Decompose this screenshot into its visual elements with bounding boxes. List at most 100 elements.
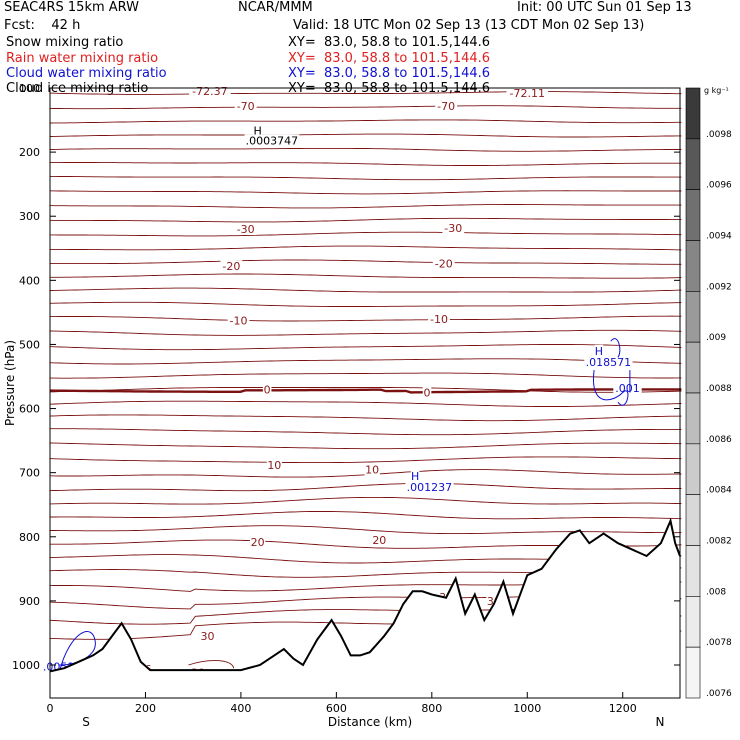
field-cloudwater-name: Cloud water mixing ratio bbox=[6, 66, 167, 81]
contour-label-bg bbox=[234, 223, 257, 236]
contour-label: H bbox=[411, 470, 419, 483]
colorbar-label: .0082 bbox=[706, 537, 732, 547]
contour-label: -10 bbox=[230, 315, 248, 328]
contour-label: -70 bbox=[437, 100, 455, 113]
colorbar-segment bbox=[685, 87, 701, 140]
isotherm-line bbox=[49, 387, 682, 393]
contour-label: -72.37 bbox=[192, 85, 227, 98]
contour-label-bg bbox=[428, 312, 450, 325]
isotherm-line bbox=[49, 147, 682, 152]
x-tick-label: 1000 bbox=[513, 702, 541, 715]
contour-label: 10 bbox=[365, 463, 379, 476]
model-title: SEAC4RS 15km ARW bbox=[4, 0, 140, 15]
contour-label: .0003747 bbox=[246, 135, 299, 148]
cloud-water-contour bbox=[593, 338, 631, 406]
y-tick-label: 1000 bbox=[12, 659, 40, 672]
contour-label: -20 bbox=[435, 258, 453, 271]
x-axis-label: Distance (km) bbox=[328, 715, 412, 729]
isotherm-line bbox=[49, 133, 682, 138]
field-snow-name: Snow mixing ratio bbox=[6, 35, 124, 50]
init-time: Init: 00 UTC Sun 01 Sep 13 bbox=[517, 0, 692, 15]
field-rain-name: Rain water mixing ratio bbox=[6, 51, 159, 66]
colorbar-unit: g kg⁻¹ bbox=[704, 86, 729, 95]
colorbar-segment bbox=[685, 545, 701, 597]
isotherm-line bbox=[49, 358, 682, 365]
x-tick-label: 1200 bbox=[609, 702, 637, 715]
contour-label: -20 bbox=[222, 260, 240, 273]
contour-label-bg bbox=[594, 344, 604, 357]
isotherm-line bbox=[49, 329, 682, 336]
isotherm-line bbox=[49, 414, 682, 422]
plot-border bbox=[49, 87, 681, 699]
contour-label-bg bbox=[371, 533, 387, 546]
isotherm-line bbox=[49, 344, 682, 351]
terrain-line bbox=[49, 517, 681, 673]
contour-label-bg bbox=[253, 124, 262, 137]
y-tick-label: 900 bbox=[19, 595, 40, 608]
isotherm-line bbox=[49, 400, 682, 407]
terrain-layer bbox=[49, 517, 681, 698]
contour-label-bg bbox=[405, 480, 454, 493]
isotherm-line bbox=[49, 301, 682, 307]
contour-label: .018571 bbox=[586, 356, 632, 369]
colorbar-segment bbox=[685, 189, 701, 241]
y-axis-label: Pressure (hPa) bbox=[3, 340, 17, 426]
isotherm-line bbox=[49, 496, 682, 505]
contour-label-bg bbox=[364, 463, 380, 476]
isotherm-line bbox=[50, 259, 682, 265]
y-tick-label: 100 bbox=[19, 82, 40, 95]
terrain-fill bbox=[50, 520, 680, 698]
contour-label-bg bbox=[250, 535, 266, 548]
colorbar-segment bbox=[685, 596, 701, 648]
field-cloudwater-xy: XY= 83.0, 58.8 to 101.5,144.6 bbox=[288, 66, 491, 81]
valid-time: Valid: 18 UTC Mon 02 Sep 13 (13 CDT Mon … bbox=[293, 18, 645, 33]
isotherm-line bbox=[50, 231, 682, 237]
isotherm-line bbox=[49, 204, 682, 209]
contour-label: 10 bbox=[267, 459, 281, 472]
y-tick-label: 500 bbox=[19, 338, 40, 351]
contour-label: .001 bbox=[615, 382, 640, 395]
contour-label-bg bbox=[613, 382, 642, 395]
contour-label: 20 bbox=[372, 534, 386, 547]
colorbar: .0098 .0096 .0094 .0092 .009 .0088 .0086 .0084.… bbox=[685, 86, 732, 699]
contour-label-bg bbox=[227, 314, 250, 327]
isotherm-line bbox=[49, 105, 682, 110]
colorbar-segment bbox=[685, 646, 701, 699]
contour-label: 0 bbox=[424, 387, 431, 400]
isotherm-line bbox=[50, 175, 682, 181]
y-tick-label: 400 bbox=[19, 274, 40, 287]
contour-label: -72.11 bbox=[510, 87, 545, 100]
colorbar-segment bbox=[685, 341, 701, 394]
colorbar-segment bbox=[685, 443, 701, 495]
isotherm-line bbox=[49, 482, 682, 492]
isotherm-line bbox=[50, 372, 682, 379]
y-tick-label: 600 bbox=[19, 403, 40, 416]
contour-label: -30 bbox=[237, 223, 255, 236]
colorbar-label: .0094 bbox=[706, 232, 732, 242]
isotherm-line bbox=[50, 525, 682, 535]
colorbar-label: .008 bbox=[706, 587, 726, 597]
contour-label: -70 bbox=[237, 100, 255, 113]
contour-label-bg bbox=[266, 458, 282, 471]
contour-label: H bbox=[595, 345, 603, 358]
y-tick-label: 300 bbox=[19, 210, 40, 223]
y-tick-label: 800 bbox=[19, 531, 40, 544]
plot-frame bbox=[49, 87, 681, 699]
x-tick-label: 600 bbox=[326, 702, 347, 715]
contour-label-bg bbox=[435, 99, 458, 112]
isotherm-line bbox=[50, 245, 682, 251]
contour-label-bg bbox=[506, 87, 549, 100]
colorbar-segment bbox=[685, 240, 701, 292]
contour-label-bg bbox=[422, 386, 432, 399]
forecast-hour: Fcst: 42 h bbox=[4, 18, 81, 33]
colorbar-label: .0086 bbox=[706, 435, 732, 445]
contour-label-bg bbox=[442, 221, 465, 234]
colorbar-segment bbox=[685, 392, 701, 445]
x-tick-label: 400 bbox=[230, 702, 251, 715]
isotherm-line bbox=[50, 273, 682, 279]
contour-label: 20 bbox=[251, 536, 265, 549]
x-tick-label: 200 bbox=[135, 702, 156, 715]
x-tick-label: 800 bbox=[421, 702, 442, 715]
isotherm-line bbox=[50, 162, 682, 166]
